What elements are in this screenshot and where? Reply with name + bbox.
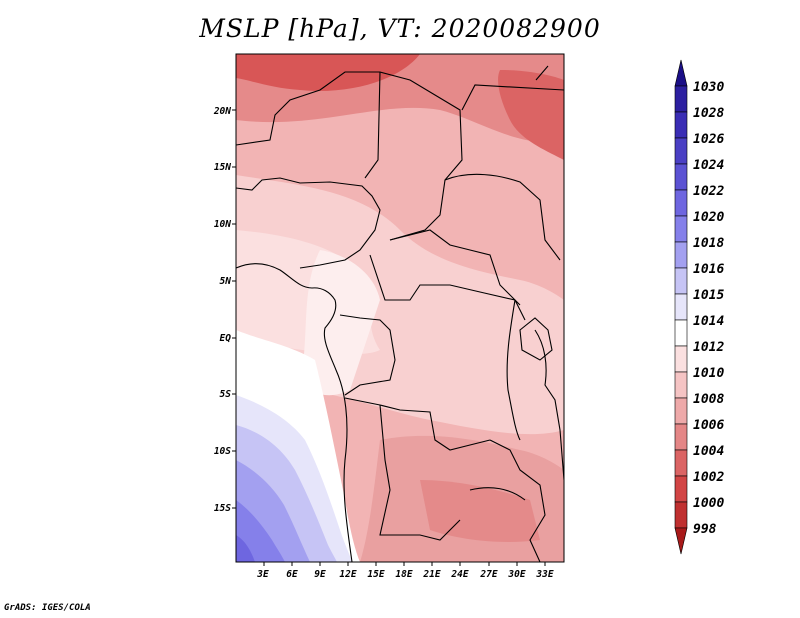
lon-label: 9E bbox=[314, 569, 326, 580]
colorbar-label: 1014 bbox=[693, 314, 724, 329]
colorbar-label: 998 bbox=[693, 522, 717, 537]
colorbar-label: 1015 bbox=[693, 288, 724, 303]
latitude-axis: 20N 15N 10N 5N EQ 5S 10S 15S bbox=[213, 106, 236, 514]
colorbar-label: 1016 bbox=[693, 262, 724, 277]
colorbar-label: 1002 bbox=[693, 470, 724, 485]
lon-label: 24E bbox=[450, 569, 468, 580]
colorbar-swatch bbox=[674, 397, 688, 425]
map-title: MSLP [hPa], VT: 2020082900 bbox=[199, 14, 601, 43]
lat-label: EQ bbox=[220, 333, 232, 344]
colorbar-label: 1030 bbox=[693, 80, 724, 95]
lat-label: 5S bbox=[220, 389, 232, 400]
colorbar-label: 1004 bbox=[693, 444, 724, 459]
colorbar-swatch bbox=[674, 111, 688, 139]
lat-label: 20N bbox=[213, 106, 231, 117]
pressure-field bbox=[236, 54, 564, 562]
colorbar-swatch bbox=[674, 215, 688, 243]
lon-label: 3E bbox=[256, 569, 269, 580]
colorbar-swatch bbox=[674, 293, 688, 321]
lat-label: 5N bbox=[220, 276, 232, 287]
colorbar-bottom-arrow bbox=[674, 527, 688, 555]
lon-label: 18E bbox=[395, 569, 412, 580]
colorbar-swatch bbox=[674, 449, 688, 477]
colorbar-label: 1000 bbox=[693, 496, 724, 511]
colorbar-label: 1020 bbox=[693, 210, 724, 225]
lat-label: 15N bbox=[214, 162, 231, 173]
colorbar-label: 1018 bbox=[693, 236, 724, 251]
colorbar-label: 1008 bbox=[693, 392, 724, 407]
colorbar-label: 1024 bbox=[693, 158, 724, 173]
colorbar-swatch bbox=[674, 267, 688, 295]
colorbar-swatch bbox=[674, 501, 688, 529]
colorbar-swatch bbox=[674, 345, 688, 373]
colorbar-swatch bbox=[674, 85, 688, 113]
colorbar-label: 1028 bbox=[693, 106, 724, 121]
colorbar-label: 1022 bbox=[693, 184, 724, 199]
lat-label: 10S bbox=[214, 446, 231, 457]
map-frame bbox=[235, 53, 565, 563]
country-borders bbox=[236, 65, 564, 562]
lat-label: 10N bbox=[214, 219, 231, 230]
colorbar-swatch bbox=[674, 241, 688, 269]
colorbar-swatch bbox=[674, 475, 688, 503]
colorbar-label: 1026 bbox=[693, 132, 724, 147]
colorbar-label: 1006 bbox=[693, 418, 724, 433]
lon-label: 15E bbox=[367, 569, 384, 580]
lon-label: 30E bbox=[507, 569, 525, 580]
colorbar-swatch bbox=[674, 163, 688, 191]
colorbar-top-arrow bbox=[674, 59, 688, 87]
colorbar: 1030 1028 1026 1024 1022 1020 1018 1016 1015 1014… bbox=[674, 59, 724, 555]
longitude-axis: 3E 6E 9E 12E 15E 18E 21E 24E 27E 30E 33E bbox=[256, 562, 554, 580]
lon-label: 6E bbox=[286, 569, 298, 580]
colorbar-swatch bbox=[674, 423, 688, 451]
footer-credit: GrADS: IGES/COLA bbox=[4, 603, 91, 613]
lat-label: 15S bbox=[214, 503, 231, 514]
colorbar-swatch bbox=[674, 319, 688, 347]
lon-label: 33E bbox=[535, 569, 553, 580]
lon-label: 27E bbox=[479, 569, 497, 580]
colorbar-label: 1010 bbox=[693, 366, 724, 381]
lon-label: 21E bbox=[422, 569, 440, 580]
lon-label: 12E bbox=[339, 569, 356, 580]
colorbar-swatch bbox=[674, 371, 688, 399]
colorbar-label: 1012 bbox=[693, 340, 724, 355]
colorbar-swatch bbox=[674, 137, 688, 165]
colorbar-swatch bbox=[674, 189, 688, 217]
